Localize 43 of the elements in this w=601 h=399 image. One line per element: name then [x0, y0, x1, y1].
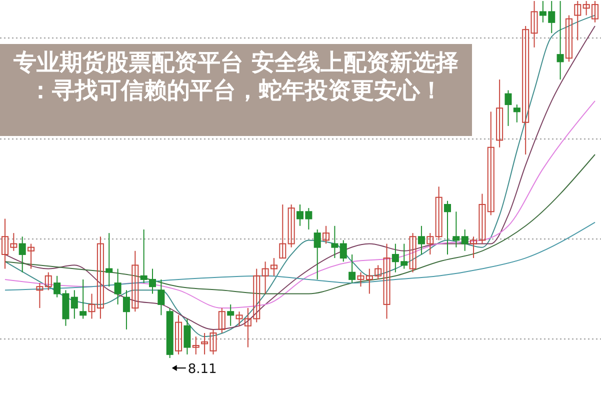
- text: 8.11: [188, 362, 217, 377]
- candlestick: [70, 290, 78, 320]
- candlestick: [357, 272, 364, 288]
- candlestick: [122, 290, 130, 330]
- candlestick: [522, 25, 530, 156]
- candlestick: [322, 225, 330, 244]
- candlestick: [496, 79, 504, 148]
- candlestick: [530, 0, 538, 48]
- candlestick: [28, 243, 35, 270]
- text: 专业期货股票配资平台 安全线上配资新选择：寻找可信赖的平台，蛇年投资更安心！: [12, 49, 459, 104]
- candlestick: [556, 0, 564, 80]
- candlestick: [36, 282, 44, 309]
- candlestick: [409, 232, 416, 273]
- candlestick: [426, 232, 434, 255]
- candlestick: [461, 228, 468, 252]
- candlestick: [218, 308, 226, 334]
- candlestick: [444, 200, 451, 255]
- candlestick: [132, 250, 139, 312]
- candlestick: [80, 278, 87, 320]
- candlestick: [513, 104, 520, 123]
- candlestick: [504, 90, 512, 126]
- candlestick: [435, 186, 442, 241]
- candlestick: [44, 272, 52, 291]
- candlestick: [106, 232, 113, 288]
- candlestick: [184, 318, 191, 355]
- candlestick: [348, 254, 356, 284]
- candlestick: [331, 225, 338, 259]
- candlestick: [452, 211, 460, 248]
- candlestick: [487, 111, 494, 216]
- candlestick: [383, 243, 390, 320]
- candlestick: [288, 204, 295, 248]
- candlestick: [175, 314, 182, 355]
- candlestick: [18, 236, 26, 273]
- candlestick: [114, 268, 122, 305]
- candlestick: [314, 228, 321, 280]
- candlestick: [418, 225, 425, 255]
- candlestick: [565, 14, 572, 62]
- candlestick: [340, 240, 347, 262]
- candlestick: [158, 278, 165, 316]
- candlestick: [227, 304, 234, 326]
- candlestick: [192, 336, 200, 355]
- candlestick: [279, 204, 286, 259]
- candlestick: [574, 0, 582, 41]
